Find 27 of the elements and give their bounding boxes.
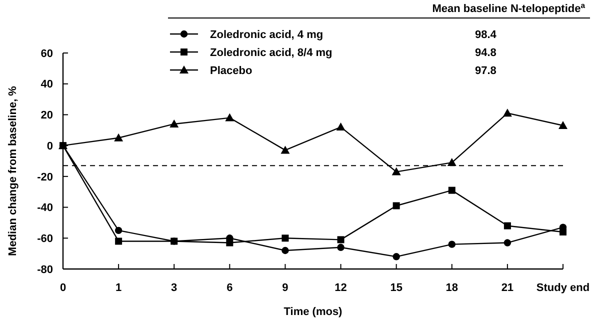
- annotation: 97.8: [475, 64, 496, 77]
- y-tick-label: -60: [37, 232, 53, 245]
- x-tick-label: 15: [390, 282, 402, 294]
- text: 98.4: [475, 28, 498, 41]
- y-tick-label: 20: [40, 110, 53, 122]
- y-tick-label: -40: [37, 202, 53, 214]
- x-tick-label: 0: [60, 282, 66, 294]
- y-tick-label: 0: [46, 140, 53, 152]
- y-axis-title: Median change from baseline, %: [7, 86, 19, 256]
- legend-title: Mean baseline N-telopeptide$^{a}$: [432, 0, 586, 15]
- y-tick-label: 40: [40, 78, 53, 91]
- x-tick-label: 3: [171, 282, 178, 294]
- y-tick-label: -80: [37, 264, 53, 276]
- x-axis-title: Time (mos): [284, 306, 343, 318]
- legend-label: Zoledronic acid, 4 mg: [210, 28, 324, 41]
- x-tick-label: 6: [226, 282, 233, 294]
- x-tick-label: 1: [115, 282, 122, 294]
- y-tick-label: -20: [37, 171, 53, 184]
- y-tick-label: 60: [40, 48, 53, 60]
- x-tick-label: Study end: [536, 282, 590, 294]
- legend-label: Zoledronic acid, 8/4 mg: [210, 46, 332, 59]
- x-tick-label: 12: [334, 282, 347, 294]
- x-tick-label: 21: [501, 282, 514, 294]
- x-tick-label: 9: [282, 282, 288, 294]
- legend-label: Placebo: [210, 64, 252, 77]
- x-tick-label: 18: [446, 282, 458, 294]
- annotation: 94.8: [475, 46, 496, 59]
